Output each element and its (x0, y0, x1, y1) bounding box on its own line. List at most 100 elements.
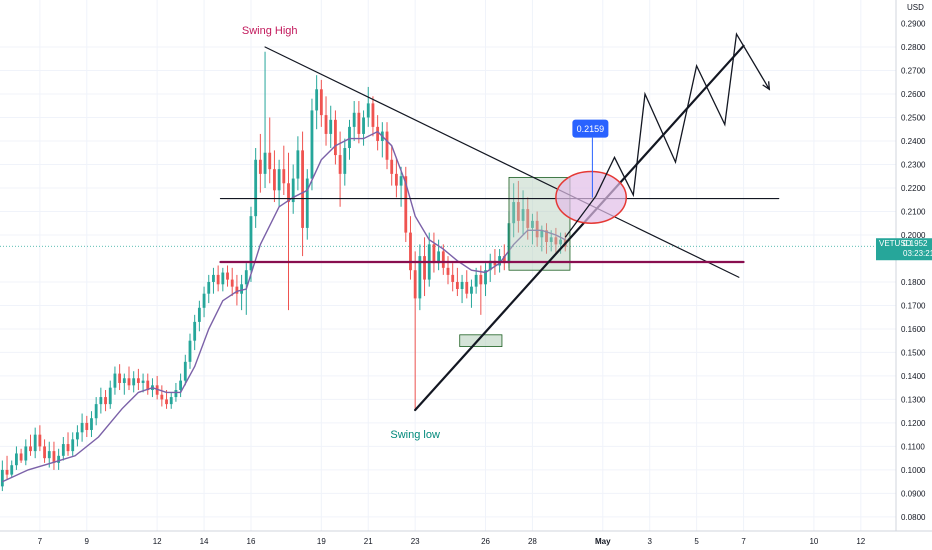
candle-body (254, 159, 258, 217)
candle-bearish (554, 227, 558, 254)
candle-body (127, 378, 131, 386)
candle-bullish (99, 387, 103, 414)
candle-body (263, 152, 267, 174)
candle-body (113, 373, 117, 388)
candle-body (24, 446, 28, 461)
candle-body (376, 126, 380, 141)
candle-bullish (15, 446, 18, 470)
candle-bullish (240, 274, 243, 311)
candle-body (188, 340, 192, 362)
candle-bullish (291, 164, 295, 214)
candle-bearish (334, 110, 337, 165)
time-tick-label: 10 (809, 537, 818, 546)
moving-average-series (2, 130, 566, 483)
candle-body (554, 237, 558, 245)
candle-bullish (122, 373, 126, 395)
candle-body (474, 274, 478, 287)
bar-countdown-label: 03:23:21 (903, 249, 932, 258)
price-axis[interactable]: 0.2800 0.2700 0.2600 0.2500 0.2400 0.2300 0.22… (901, 19, 926, 521)
price-callout-label: 0.2159 (577, 124, 605, 134)
candle-bearish (29, 434, 32, 456)
candle-bullish (488, 253, 492, 282)
candle-bullish (470, 279, 473, 308)
time-tick-label: 12 (856, 537, 865, 546)
candle-bullish (329, 105, 333, 149)
candle-body (385, 131, 389, 160)
candle-bullish (179, 373, 183, 398)
price-tick-label: 0.2300 (901, 160, 926, 169)
candle-body (141, 380, 145, 383)
triangle-upper-line (264, 46, 740, 278)
moving-average-line (2, 130, 566, 483)
candle-bearish (155, 375, 159, 400)
candle-bullish (24, 439, 28, 466)
candle-bearish (390, 145, 394, 186)
candle-bearish (282, 145, 286, 196)
candle-body (498, 256, 502, 266)
breakout-ellipse (555, 170, 628, 224)
candle-body (366, 103, 370, 118)
candle-bullish (10, 460, 14, 477)
candle-body (136, 378, 140, 383)
candle-bullish (132, 371, 136, 393)
candle-bearish (324, 96, 328, 146)
candle-bullish (0, 460, 4, 492)
candle-body (521, 209, 525, 221)
candle-body (352, 112, 356, 127)
ascending-trendline (414, 44, 745, 412)
candle-bullish (188, 333, 192, 369)
candle-body (502, 256, 506, 264)
candle-body (38, 434, 42, 447)
price-tick-label: 0.1700 (901, 301, 926, 310)
time-tick-label: 7 (741, 537, 746, 546)
candle-bearish (479, 265, 483, 315)
projection-zigzag-path (564, 32, 770, 238)
candle-bullish (484, 263, 487, 297)
price-tick-label: 0.2400 (901, 137, 926, 146)
candle-body (273, 169, 276, 191)
candle-bullish (512, 183, 516, 238)
candle-body (470, 286, 473, 294)
chart-annotations: Swing High Swing low 0.2159 (242, 25, 609, 441)
symbol-price-tag-bg (876, 238, 932, 261)
price-tick-label: 0.2700 (901, 66, 926, 75)
candle-body (268, 152, 272, 170)
candle-body (240, 284, 243, 294)
swing-high-label: Swing High (242, 25, 298, 37)
candle-bearish (516, 180, 520, 233)
candle-bullish (296, 136, 300, 191)
candle-bullish (380, 122, 384, 158)
candle-bullish (207, 274, 211, 304)
candle-body (174, 390, 178, 398)
candle-body (66, 444, 70, 452)
candle-bullish (263, 51, 267, 188)
price-tick-label: 0.1000 (901, 466, 926, 475)
price-tick-label: 0.2900 (901, 19, 926, 28)
candle-body (488, 260, 492, 271)
candle-bearish (43, 439, 46, 463)
candle-body (291, 178, 295, 203)
candle-body (90, 418, 93, 430)
price-tick-label: 0.2600 (901, 90, 926, 99)
candle-body (362, 117, 365, 134)
candle-bullish (71, 432, 75, 456)
candle-body (277, 169, 281, 191)
candle-body (29, 446, 32, 452)
candle-bearish (446, 256, 450, 285)
candle-bullish (343, 138, 347, 186)
symbol-label: VETUSD (879, 239, 912, 248)
time-axis[interactable]: 7 9 12 14 16 19 21 23 26 28 May 3 5 7 10 12 (38, 537, 866, 546)
candle-body (371, 103, 375, 127)
price-tick-label: 0.1500 (901, 348, 926, 357)
candle-bearish (526, 197, 530, 240)
candle-bullish (113, 366, 117, 395)
candle-body (146, 380, 150, 391)
candle-body (343, 148, 347, 174)
candle-body (207, 281, 211, 294)
candle-body (399, 176, 403, 186)
candle-bearish (319, 79, 323, 127)
candle-bearish (413, 251, 417, 409)
candle-body (437, 251, 441, 264)
candle-bearish (451, 263, 455, 292)
